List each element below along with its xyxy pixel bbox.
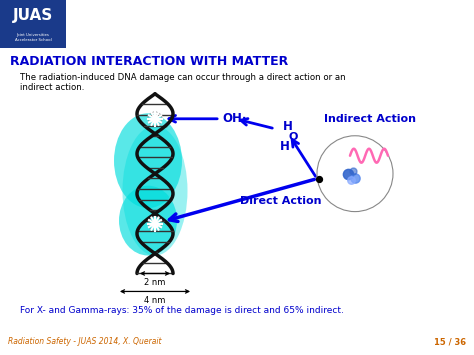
FancyBboxPatch shape <box>0 0 66 48</box>
Point <box>351 175 359 180</box>
Text: O: O <box>289 132 298 142</box>
Text: RADIATION INTERACTION WITH MATTER: RADIATION INTERACTION WITH MATTER <box>10 55 288 68</box>
Text: 4 nm: 4 nm <box>144 296 166 305</box>
Text: 15 / 36: 15 / 36 <box>434 337 466 346</box>
Point <box>349 168 357 174</box>
Text: 2 nm: 2 nm <box>144 278 166 288</box>
Point <box>315 176 323 181</box>
Text: H: H <box>280 140 290 153</box>
Text: The radiation-induced DNA damage can occur through a direct action or an: The radiation-induced DNA damage can occ… <box>20 73 346 82</box>
Ellipse shape <box>114 113 182 208</box>
Text: For X- and Gamma-rays: 35% of the damage is direct and 65% indirect.: For X- and Gamma-rays: 35% of the damage… <box>20 306 344 315</box>
Text: Direct Action: Direct Action <box>240 196 321 206</box>
Text: 2. Effects of the ionization radiation: 2. Effects of the ionization radiation <box>122 15 419 33</box>
Text: Indirect Action: Indirect Action <box>324 114 416 124</box>
Text: indirect action.: indirect action. <box>20 83 84 92</box>
Text: OH·: OH· <box>222 112 246 125</box>
Ellipse shape <box>122 126 188 256</box>
Point <box>344 171 352 176</box>
Point <box>151 116 159 122</box>
Ellipse shape <box>119 186 177 256</box>
Circle shape <box>317 136 393 212</box>
Text: H: H <box>283 120 293 133</box>
Point <box>347 177 355 182</box>
Text: Joint Universities
Accelerator School: Joint Universities Accelerator School <box>15 33 51 42</box>
Point <box>151 221 159 226</box>
Text: JUAS: JUAS <box>13 8 53 23</box>
Text: Radiation Safety - JUAS 2014, X. Querait: Radiation Safety - JUAS 2014, X. Querait <box>8 337 162 346</box>
